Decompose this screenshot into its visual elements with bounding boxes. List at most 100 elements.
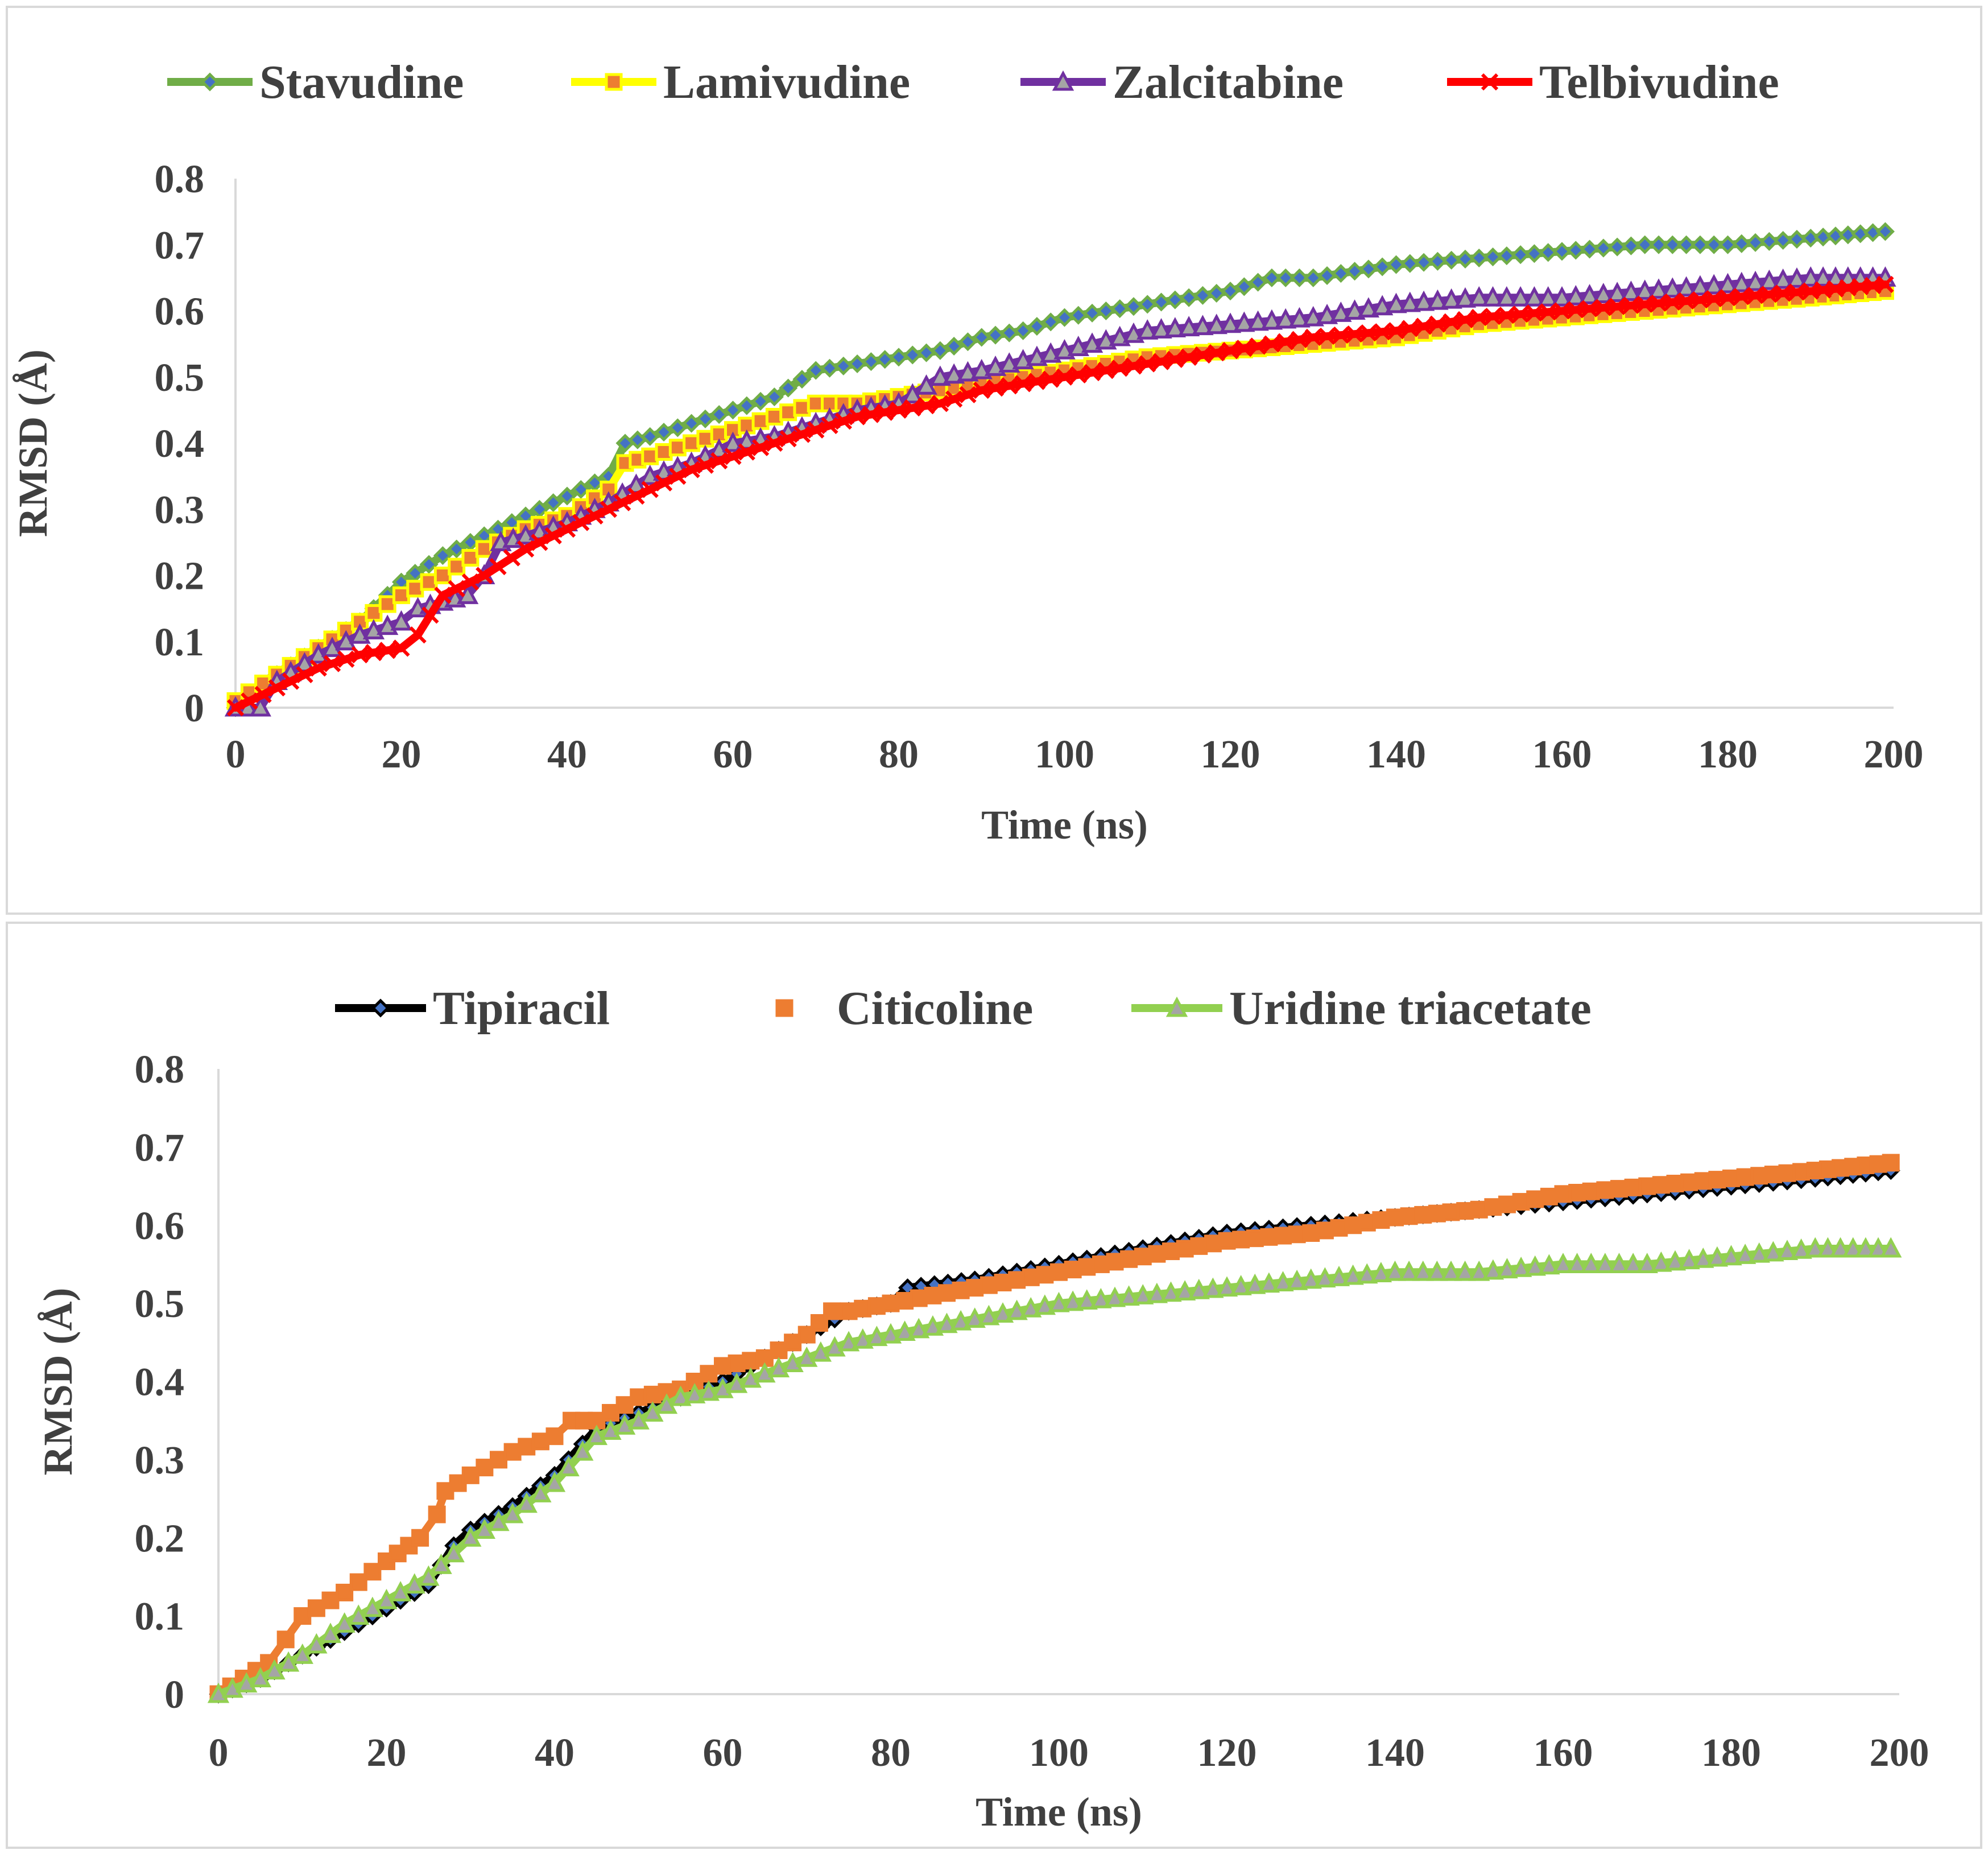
data-point-marker	[1028, 373, 1046, 390]
data-point-marker	[1568, 1184, 1586, 1202]
data-point-marker	[1624, 1178, 1642, 1196]
data-point-marker	[823, 1302, 841, 1320]
data-point-marker	[1746, 287, 1764, 304]
legend-marker-icon	[605, 73, 623, 91]
data-point-marker	[1344, 299, 1366, 320]
data-point-marker	[1208, 344, 1225, 362]
data-point-marker	[1001, 377, 1018, 395]
x-tick-label: 80	[871, 1731, 911, 1775]
data-point-marker	[834, 356, 853, 375]
data-point-marker	[1249, 337, 1267, 355]
data-point-marker	[710, 452, 728, 470]
data-point-marker	[1428, 251, 1447, 271]
x-tick-label: 160	[1532, 733, 1592, 777]
x-tick-label: 140	[1366, 733, 1426, 777]
data-point-marker	[1205, 313, 1227, 335]
y-tick-label: 0	[164, 1673, 184, 1717]
data-point-marker	[852, 1328, 874, 1349]
data-point-marker	[241, 692, 258, 710]
data-point-marker	[1442, 250, 1461, 270]
data-point-marker	[1194, 346, 1212, 364]
data-point-marker	[1173, 1280, 1196, 1301]
x-tick-label: 180	[1698, 733, 1758, 777]
data-point-marker	[1398, 1260, 1420, 1281]
legend-marker-icon	[371, 998, 390, 1018]
data-point-marker	[1022, 1268, 1040, 1286]
data-point-marker	[1014, 375, 1032, 393]
data-point-marker	[390, 610, 412, 631]
data-point-marker	[854, 1299, 872, 1318]
data-point-marker	[1578, 284, 1601, 304]
data-point-marker	[557, 1456, 580, 1477]
data-point-marker	[543, 1471, 566, 1492]
data-point-marker	[1678, 1249, 1700, 1270]
data-point-marker	[1358, 1213, 1376, 1232]
data-point-marker	[1567, 301, 1585, 319]
data-point-marker	[943, 363, 965, 384]
data-point-marker	[1090, 1287, 1112, 1308]
data-point-marker	[1854, 1237, 1877, 1258]
data-point-marker	[1234, 277, 1254, 296]
data-point-marker	[683, 461, 700, 478]
x-axis-title: Time (ns)	[976, 1789, 1142, 1835]
data-point-marker	[421, 606, 439, 624]
data-point-marker	[1636, 1253, 1658, 1273]
data-point-marker	[697, 1380, 720, 1401]
data-point-marker	[1304, 268, 1323, 287]
data-point-marker	[586, 507, 604, 525]
data-point-marker	[1704, 235, 1724, 254]
data-point-marker	[910, 1289, 928, 1307]
data-point-marker	[447, 539, 466, 559]
data-point-marker	[807, 394, 825, 412]
data-point-marker	[1277, 333, 1295, 350]
data-point-marker	[1262, 268, 1282, 287]
data-point-marker	[1526, 1190, 1544, 1208]
y-tick-label: 0.7	[155, 224, 205, 267]
data-point-marker	[501, 1502, 524, 1523]
data-point-marker	[1622, 1253, 1644, 1273]
data-point-marker	[1387, 322, 1405, 340]
data-point-marker	[1750, 1167, 1768, 1185]
data-point-marker	[448, 580, 465, 597]
data-point-marker	[669, 1385, 692, 1406]
data-point-marker	[379, 642, 396, 659]
legend-marker-icon	[775, 999, 793, 1017]
data-point-marker	[600, 501, 617, 518]
data-point-marker	[1216, 1276, 1238, 1297]
data-point-marker	[1289, 268, 1309, 287]
data-point-marker	[365, 644, 383, 662]
series-line	[214, 1166, 1895, 1698]
data-point-marker	[1412, 290, 1435, 311]
chart-svg-top: 0 0.1 0.2 0.3 0.4 0.5 0.6 0.7 0.8 0 20 40 60 80 100 120…	[10, 56, 1924, 848]
data-point-marker	[959, 386, 977, 403]
data-point-marker	[1302, 1224, 1320, 1242]
legend-label: Citicoline	[837, 982, 1033, 1035]
data-point-marker	[1288, 1225, 1306, 1244]
data-point-marker	[1374, 323, 1391, 341]
x-tick-label: 100	[1035, 733, 1094, 777]
data-point-marker	[1244, 1273, 1266, 1294]
y-tick-label: 0.5	[155, 356, 205, 400]
data-point-marker	[1204, 1234, 1222, 1253]
data-point-marker	[1124, 297, 1143, 316]
data-point-marker	[1233, 311, 1255, 332]
data-point-marker	[517, 540, 535, 558]
data-point-marker	[1345, 262, 1365, 281]
series-uridine-triacetate	[207, 1237, 1902, 1703]
data-point-marker	[1221, 282, 1240, 301]
data-point-marker	[958, 332, 977, 352]
data-point-marker	[1097, 362, 1115, 379]
y-tick-label: 0.3	[135, 1439, 185, 1483]
data-point-marker	[1316, 303, 1338, 324]
data-point-marker	[917, 343, 936, 362]
data-point-marker	[1606, 282, 1629, 302]
data-point-marker	[668, 418, 687, 437]
data-point-marker	[1677, 292, 1695, 310]
data-point-marker	[1146, 1282, 1168, 1303]
data-point-marker	[986, 325, 1005, 345]
data-point-marker	[1717, 272, 1739, 294]
data-point-marker	[1288, 307, 1311, 328]
data-point-marker	[1498, 1195, 1516, 1213]
data-point-marker	[1748, 1242, 1770, 1263]
data-point-marker	[807, 421, 825, 439]
